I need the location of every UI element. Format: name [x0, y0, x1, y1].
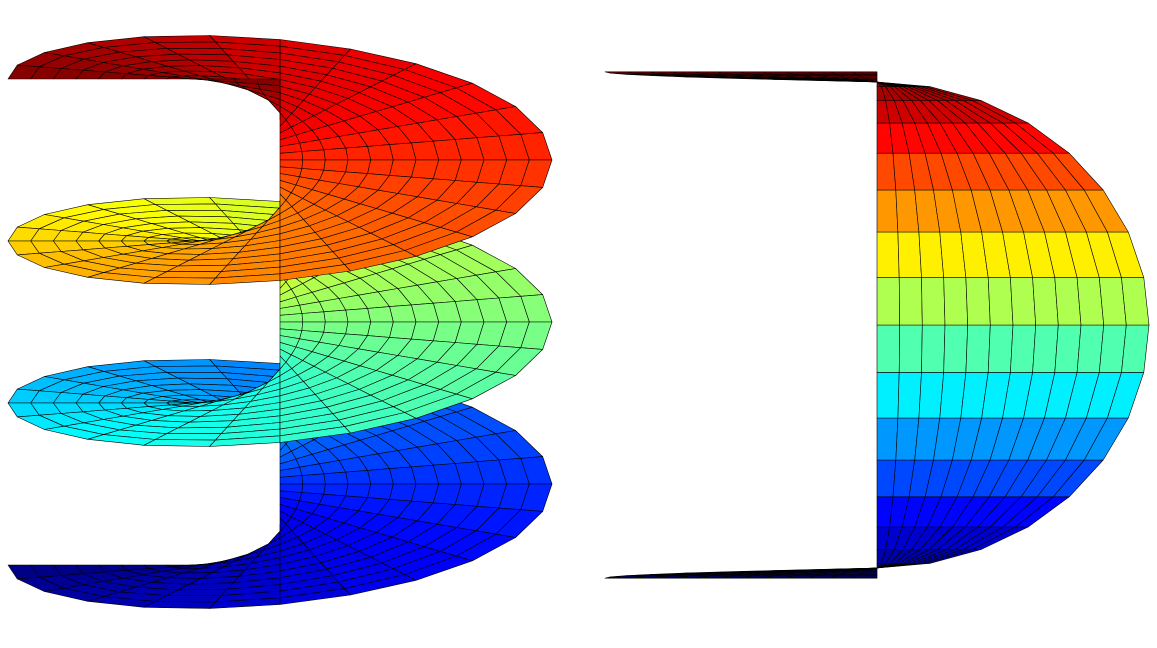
mesh-face: [876, 324, 901, 373]
mesh-face: [1121, 324, 1150, 373]
mesh-face: [143, 197, 216, 205]
mesh-face: [987, 277, 1014, 326]
mesh-face: [279, 475, 304, 485]
mesh-face: [876, 189, 899, 233]
mesh-face: [876, 372, 900, 419]
mesh-face: [345, 159, 372, 174]
mesh-face: [389, 142, 417, 161]
mesh-face: [823, 567, 878, 570]
mesh-face: [921, 324, 946, 373]
mesh-face: [323, 309, 349, 323]
mesh-face: [876, 459, 897, 498]
mesh-face: [345, 483, 372, 498]
mesh-face: [604, 71, 633, 74]
mesh-face: [143, 439, 216, 447]
mesh-face: [367, 321, 394, 338]
mesh-face: [367, 483, 394, 500]
mesh-face: [1054, 324, 1082, 373]
mesh-face: [367, 468, 394, 485]
mesh-face: [389, 304, 417, 323]
mesh-face: [853, 71, 878, 74]
mesh-face: [921, 277, 946, 326]
mesh-face: [695, 71, 722, 74]
mesh-face: [143, 277, 216, 285]
mesh-face: [143, 601, 216, 609]
mesh-face: [717, 71, 744, 74]
mesh-face: [155, 433, 222, 441]
mesh-face: [323, 321, 349, 335]
mesh-face: [898, 324, 923, 373]
mesh-face: [943, 324, 969, 373]
mesh-face: [897, 372, 922, 419]
mesh-face: [301, 311, 326, 323]
mesh-face: [323, 471, 349, 485]
mesh-face: [965, 277, 991, 326]
mesh-face: [876, 231, 900, 278]
mesh-face: [279, 151, 304, 161]
mesh-face: [323, 483, 349, 497]
mesh-face: [345, 470, 372, 485]
mesh-face: [367, 159, 394, 176]
mesh-face: [323, 159, 349, 173]
mesh-face: [785, 71, 811, 74]
mesh-face: [279, 588, 351, 605]
mesh-face: [1121, 277, 1150, 326]
mesh-face: [965, 324, 991, 373]
mesh-face: [1010, 324, 1036, 373]
mesh-face: [301, 473, 326, 485]
mesh-face: [301, 149, 326, 161]
mesh-face: [367, 144, 394, 161]
mesh-face: [279, 313, 304, 323]
mesh-face: [155, 271, 222, 279]
mesh-face: [279, 426, 351, 443]
mesh-face: [143, 35, 216, 43]
mesh-face: [1054, 277, 1082, 326]
mesh-face: [876, 81, 931, 87]
mesh-face: [1010, 277, 1036, 326]
mesh-face: [143, 359, 216, 367]
mesh-face: [1032, 324, 1059, 373]
mesh-face: [256, 78, 281, 87]
mesh-face: [1032, 277, 1059, 326]
mesh-face: [367, 306, 394, 323]
mesh-face: [876, 277, 901, 326]
helicoid-left: [7, 35, 553, 609]
mesh-face: [876, 417, 899, 461]
mesh-face: [763, 71, 789, 74]
mesh-face: [918, 372, 945, 419]
mesh-face: [389, 466, 417, 485]
mesh-face: [898, 277, 923, 326]
mesh-face: [189, 78, 215, 81]
mesh-face: [323, 147, 349, 161]
mesh-face: [279, 264, 351, 281]
mesh-face: [876, 152, 897, 191]
mesh-face: [987, 324, 1014, 373]
mesh-face: [831, 71, 856, 74]
mesh-face: [943, 277, 969, 326]
mesh-face: [345, 146, 372, 161]
mesh-face: [808, 71, 833, 74]
mesh-face: [345, 308, 372, 323]
mesh-face: [897, 231, 922, 278]
mesh-face: [345, 321, 372, 336]
mesh-face: [155, 595, 222, 603]
mesh-face: [740, 71, 767, 74]
mesh-face: [918, 231, 945, 278]
helicoid-right: [604, 71, 1150, 579]
